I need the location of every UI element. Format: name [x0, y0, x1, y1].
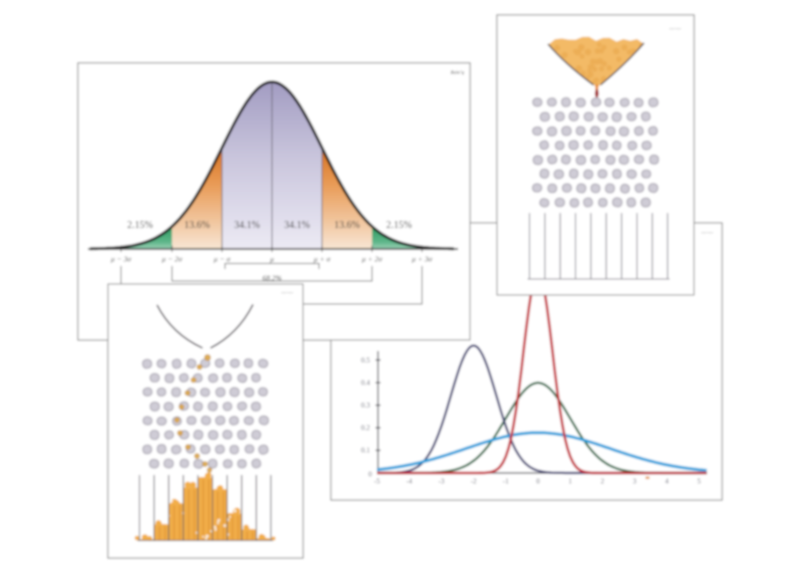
svg-text:-2: -2 — [471, 478, 477, 486]
svg-text:4: 4 — [665, 478, 669, 486]
svg-text:μ + σ: μ + σ — [314, 255, 331, 264]
svg-text:—·—: —·— — [280, 291, 294, 296]
svg-text:2.15%: 2.15% — [127, 220, 153, 231]
svg-text:-4: -4 — [406, 478, 412, 486]
svg-text:-5: -5 — [374, 478, 380, 486]
svg-text:2: 2 — [601, 478, 605, 486]
svg-text:-1: -1 — [503, 478, 509, 486]
svg-text:5: 5 — [697, 478, 701, 486]
svg-text:2.15%: 2.15% — [386, 220, 412, 231]
svg-text:μ − 2σ: μ − 2σ — [162, 255, 183, 264]
svg-text:μ: μ — [270, 255, 274, 264]
svg-text:0: 0 — [536, 478, 540, 486]
svg-text:34.1%: 34.1% — [284, 220, 310, 231]
svg-text:—·—: —·— — [668, 27, 682, 32]
svg-text:μ + 3σ: μ + 3σ — [412, 255, 433, 264]
svg-text:0.3: 0.3 — [361, 402, 370, 410]
svg-text:34.1%: 34.1% — [234, 220, 260, 231]
svg-text:0.1: 0.1 — [361, 447, 370, 455]
svg-text:μ − 3σ: μ − 3σ — [111, 255, 132, 264]
svg-text:0.2: 0.2 — [361, 424, 370, 432]
svg-text:68.2%: 68.2% — [262, 274, 281, 283]
svg-text:0: 0 — [368, 471, 372, 479]
svg-text:-3: -3 — [438, 478, 444, 486]
svg-text:13.6%: 13.6% — [184, 220, 210, 231]
svg-text:—·—: —·— — [700, 231, 714, 236]
svg-text:μ + 2σ: μ + 2σ — [362, 255, 383, 264]
svg-text:3: 3 — [633, 478, 637, 486]
svg-text:13.6%: 13.6% — [334, 220, 360, 231]
svg-text:1: 1 — [568, 478, 572, 486]
svg-text:0.5: 0.5 — [361, 356, 370, 364]
svg-text:0.4: 0.4 — [361, 379, 370, 387]
svg-text:Rein’q: Rein’q — [450, 71, 465, 76]
svg-text:μ − σ: μ − σ — [214, 255, 231, 264]
